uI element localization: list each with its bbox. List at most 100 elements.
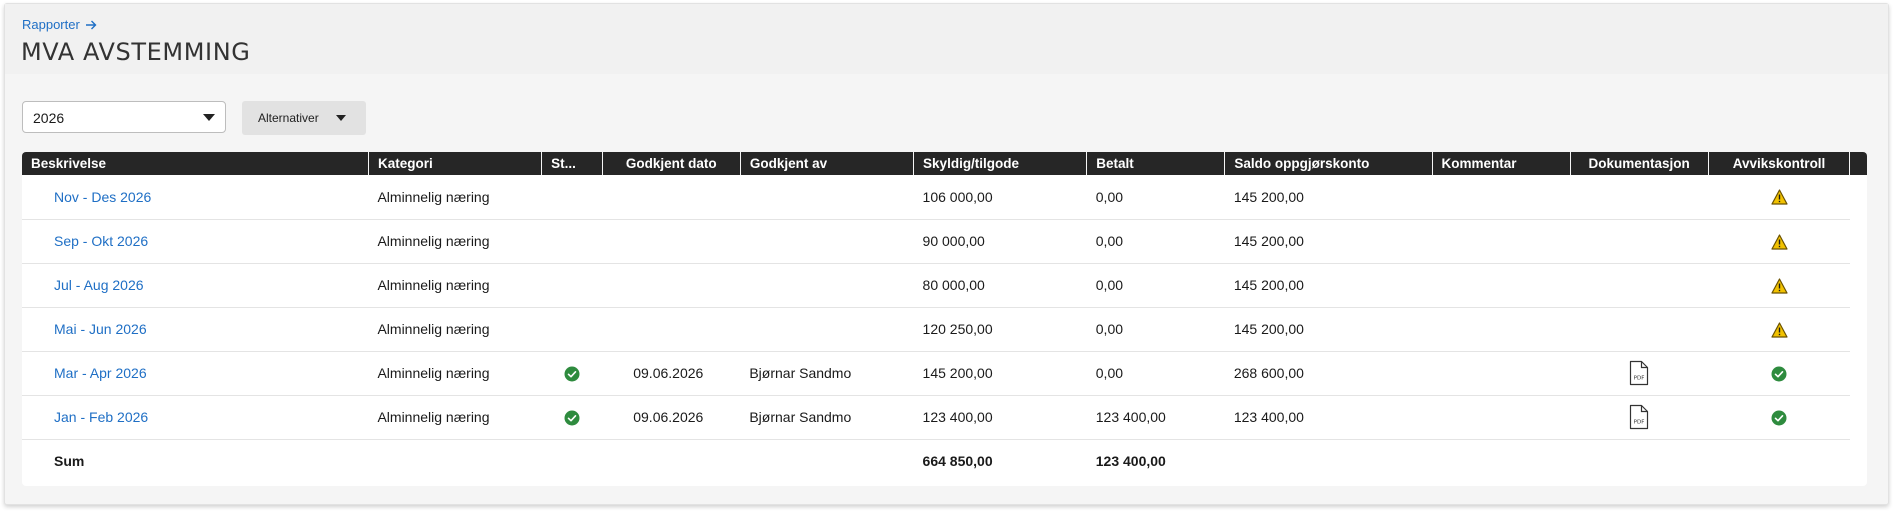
check-circle-icon [564, 410, 580, 426]
status-cell [541, 307, 603, 352]
documentation-cell [1570, 263, 1709, 308]
approved-date-cell: 09.06.2026 [602, 395, 741, 440]
owed-cell: 123 400,00 [913, 395, 1087, 440]
page-title: MVA AVSTEMMING [21, 38, 251, 66]
col-header-owed[interactable]: Skyldig/tilgode [913, 152, 1088, 175]
col-header-spacer [1850, 152, 1867, 175]
period-link[interactable]: Mai - Jun 2026 [22, 307, 369, 352]
table-row: Nov - Des 2026 Alminnelig næring 106 000… [22, 175, 1867, 220]
category-cell: Alminnelig næring [368, 219, 542, 264]
col-header-deviation[interactable]: Avvikskontroll [1708, 152, 1851, 175]
paid-cell: 0,00 [1086, 351, 1225, 396]
period-link[interactable]: Jan - Feb 2026 [22, 395, 369, 440]
breadcrumb-link[interactable]: Rapporter [22, 17, 80, 32]
table-row: Sep - Okt 2026 Alminnelig næring 90 000,… [22, 219, 1867, 264]
category-cell: Alminnelig næring [368, 263, 542, 308]
comment-cell [1432, 395, 1571, 440]
documentation-cell [1570, 307, 1709, 352]
sum-empty-cell [602, 439, 740, 483]
comment-cell [1432, 351, 1571, 396]
warning-triangle-icon [1770, 234, 1788, 250]
deviation-cell [1708, 263, 1850, 308]
arrow-right-icon [85, 20, 97, 29]
sum-label: Sum [54, 453, 85, 470]
col-header-documentation[interactable]: Dokumentasjon [1570, 152, 1709, 175]
pdf-file-icon[interactable]: PDF [1629, 404, 1649, 430]
table-header-row: Beskrivelse Kategori St... Godkjent dato… [22, 152, 1867, 175]
status-cell [541, 219, 603, 264]
approved-by-cell [740, 175, 914, 220]
sum-paid: 123 400,00 [1095, 453, 1166, 470]
paid-cell: 0,00 [1086, 263, 1225, 308]
owed-cell: 90 000,00 [913, 219, 1087, 264]
row-spacer [1850, 351, 1867, 395]
period-link[interactable]: Jul - Aug 2026 [22, 263, 369, 308]
report-panel: Rapporter MVA AVSTEMMING 2026 Alternativ… [4, 3, 1889, 505]
owed-cell: 120 250,00 [913, 307, 1087, 352]
col-header-comment[interactable]: Kommentar [1432, 152, 1571, 175]
documentation-cell: PDF [1570, 395, 1709, 440]
deviation-cell [1708, 219, 1850, 264]
col-header-approved-by[interactable]: Godkjent av [740, 152, 915, 175]
col-header-description[interactable]: Beskrivelse [22, 152, 369, 175]
balance-cell: 268 600,00 [1224, 351, 1432, 396]
sum-empty-cell [542, 439, 603, 483]
period-link[interactable]: Nov - Des 2026 [22, 175, 369, 220]
category-cell: Alminnelig næring [368, 395, 542, 440]
row-spacer [1850, 439, 1867, 483]
row-spacer [1850, 395, 1867, 439]
row-spacer [1850, 219, 1867, 263]
deviation-cell [1708, 351, 1850, 396]
options-button-label: Alternativer [258, 111, 319, 125]
period-link[interactable]: Mar - Apr 2026 [22, 351, 369, 396]
table-row: Mai - Jun 2026 Alminnelig næring 120 250… [22, 307, 1867, 352]
category-cell: Alminnelig næring [368, 351, 542, 396]
sum-empty-cell [1708, 439, 1850, 483]
approved-date-cell [602, 263, 741, 308]
col-header-paid[interactable]: Betalt [1086, 152, 1226, 175]
caret-down-icon [336, 115, 346, 121]
year-select-value: 2026 [33, 110, 65, 126]
status-cell [541, 395, 603, 440]
year-select[interactable]: 2026 [22, 101, 226, 133]
paid-cell: 0,00 [1086, 175, 1225, 220]
paid-cell: 0,00 [1086, 307, 1225, 352]
col-header-status[interactable]: St... [541, 152, 603, 175]
paid-cell: 0,00 [1086, 219, 1225, 264]
col-header-approved-date[interactable]: Godkjent dato [602, 152, 741, 175]
vat-reconciliation-table: Beskrivelse Kategori St... Godkjent dato… [22, 152, 1867, 486]
owed-cell: 106 000,00 [913, 175, 1087, 220]
page-header: Rapporter MVA AVSTEMMING [5, 4, 1888, 74]
sum-empty-cell [740, 439, 913, 483]
col-header-category[interactable]: Kategori [368, 152, 543, 175]
pdf-file-icon[interactable]: PDF [1629, 360, 1649, 386]
table-row: Jan - Feb 2026 Alminnelig næring 09.06.2… [22, 395, 1867, 440]
check-circle-icon [1771, 366, 1787, 382]
period-link[interactable]: Sep - Okt 2026 [22, 219, 369, 264]
svg-text:PDF: PDF [1634, 376, 1645, 382]
balance-cell: 145 200,00 [1224, 307, 1432, 352]
documentation-cell [1570, 175, 1709, 220]
warning-triangle-icon [1770, 322, 1788, 338]
balance-cell: 145 200,00 [1224, 175, 1432, 220]
check-circle-icon [1771, 410, 1787, 426]
breadcrumb[interactable]: Rapporter [22, 17, 97, 32]
row-spacer [1850, 263, 1867, 307]
owed-cell: 80 000,00 [913, 263, 1087, 308]
comment-cell [1432, 175, 1571, 220]
approved-date-cell: 09.06.2026 [602, 351, 741, 396]
deviation-cell [1708, 175, 1850, 220]
chevron-down-icon [203, 114, 215, 121]
warning-triangle-icon [1770, 189, 1788, 205]
sum-empty-cell [1432, 439, 1570, 483]
approved-date-cell [602, 175, 741, 220]
status-cell [541, 351, 603, 396]
options-button[interactable]: Alternativer [242, 101, 366, 135]
category-cell: Alminnelig næring [368, 307, 542, 352]
col-header-balance[interactable]: Saldo oppgjørskonto [1224, 152, 1433, 175]
sum-empty-cell [1225, 439, 1432, 483]
check-circle-icon [564, 366, 580, 382]
approved-by-cell [740, 219, 914, 264]
sum-empty-cell [1570, 439, 1708, 483]
row-spacer [1850, 307, 1867, 351]
